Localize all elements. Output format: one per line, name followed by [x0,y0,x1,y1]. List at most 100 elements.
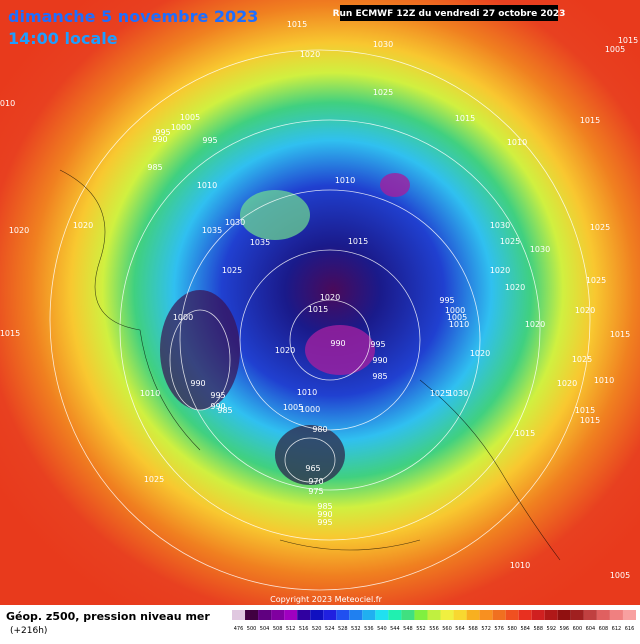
coastlines [59,169,561,561]
isobar-label: 1025 [222,266,242,275]
colorbar: 476 500 504 508 512 516 520 524 528 532 536 540 544 5… [232,610,636,632]
isobar-label: 1035 [202,226,222,235]
isobar-label: 1025 [373,88,393,97]
colorbar-swatch [609,610,623,620]
isobar-label: 980 [312,425,327,434]
colorbar-label: 564 [455,626,465,632]
title: dimanche 5 novembre 2023 [8,7,258,26]
isobar-label: 1030 [373,40,393,49]
colorbar-swatch [531,610,545,620]
isobar-label: 1030 [448,389,468,398]
colorbar-label: 520 [312,626,322,632]
isobar-label: 1020 [73,221,93,230]
run-box [340,5,558,21]
isobar-label: 1025 [144,475,164,484]
colorbar-label: 532 [351,626,361,632]
low-area [160,290,240,410]
colorbar-swatch [505,610,519,620]
colorbar-label: 612 [612,626,622,632]
low-area [305,325,375,375]
isobar-label: 1020 [300,50,320,59]
isobar-label: 1010 [0,99,15,108]
colorbar-label: 544 [390,626,400,632]
colorbar-label: 568 [468,626,478,632]
isobar-label: 990 [330,339,345,348]
isobar-label: 1025 [500,237,520,246]
isobar-label: 1010 [510,561,530,570]
isobar-label: 1015 [575,406,595,415]
colorbar-swatch [479,610,493,620]
colorbar-swatch [427,610,441,620]
colorbar-swatch [583,610,597,620]
isobar-label: 1000 [300,405,320,414]
isobars [49,49,591,591]
isobar-label: 1000 [445,306,465,315]
colorbar-swatch [271,610,285,620]
isobar-label: 1020 [275,346,295,355]
isobar-label: 1030 [530,245,550,254]
isobar-label: 1015 [618,36,638,45]
isobar-label: 1025 [430,389,450,398]
isobar-label: 1020 [575,306,595,315]
colorbar-label: 588 [533,626,543,632]
isobar-label: 990 [372,356,387,365]
isobar-label: 1025 [590,223,610,232]
colorbar-swatch [570,610,584,620]
run: Run ECMWF 12Z du vendredi 27 octobre 202… [333,9,566,19]
colorbar-swatch [297,610,311,620]
isobar-label: 1020 [490,266,510,275]
colorbar-swatch [323,610,337,620]
colorbar-swatch [284,610,298,620]
colorbar-label: 504 [260,626,270,632]
colorbar-swatch [622,610,636,620]
geopotential-field [0,0,640,605]
isobar-label: 985 [372,372,387,381]
colorbar-label: 580 [507,626,517,632]
isobar-label: 1020 [470,349,490,358]
isobar-label: 1010 [507,138,527,147]
colorbar-label: 604 [586,626,596,632]
colorbar-label: 548 [403,626,413,632]
colorbar-swatch [557,610,571,620]
isobar-label: 995 [370,340,385,349]
isobar-label: 1015 [287,20,307,29]
isobar-label: 1010 [140,389,160,398]
isobar-label: 1020 [525,320,545,329]
copyright: Copyright 2023 Meteociel.fr [270,595,382,604]
colorbar-swatch [544,610,558,620]
isobar-label: 990 [210,402,225,411]
isobar-label: 1000 [173,313,193,322]
isobar-label: 1015 [455,114,475,123]
isobar-label: 1030 [490,221,510,230]
isobar-label: 1005 [283,403,303,412]
isobar-label: 995 [155,128,170,137]
colorbar-swatch [453,610,467,620]
isobar-label: 975 [308,487,323,496]
isobar-label: 1015 [348,237,368,246]
colorbar-label: 616 [625,626,635,632]
colorbar-swatch [596,610,610,620]
colorbar-label: 500 [247,626,257,632]
colorbar-label: 576 [494,626,504,632]
colorbar-swatch [466,610,480,620]
time: 14:00 locale [8,29,118,48]
isobar-label: 1010 [449,320,469,329]
low-area [275,425,345,485]
isobar-label: 995 [317,518,332,527]
isobar-label: 1010 [297,388,317,397]
low-area [380,173,410,197]
colorbar-label: 516 [299,626,309,632]
colorbar-label: 524 [325,626,335,632]
colorbar-swatch [388,610,402,620]
isobar-label: 970 [308,477,323,486]
isobar-label: 995 [210,391,225,400]
isobar-label: 1020 [9,226,29,235]
isobar-label: 985 [317,502,332,511]
colorbar-swatch [414,610,428,620]
colorbar-label: 512 [286,626,296,632]
colorbar-label: 508 [273,626,283,632]
colorbar-label: 528 [338,626,348,632]
